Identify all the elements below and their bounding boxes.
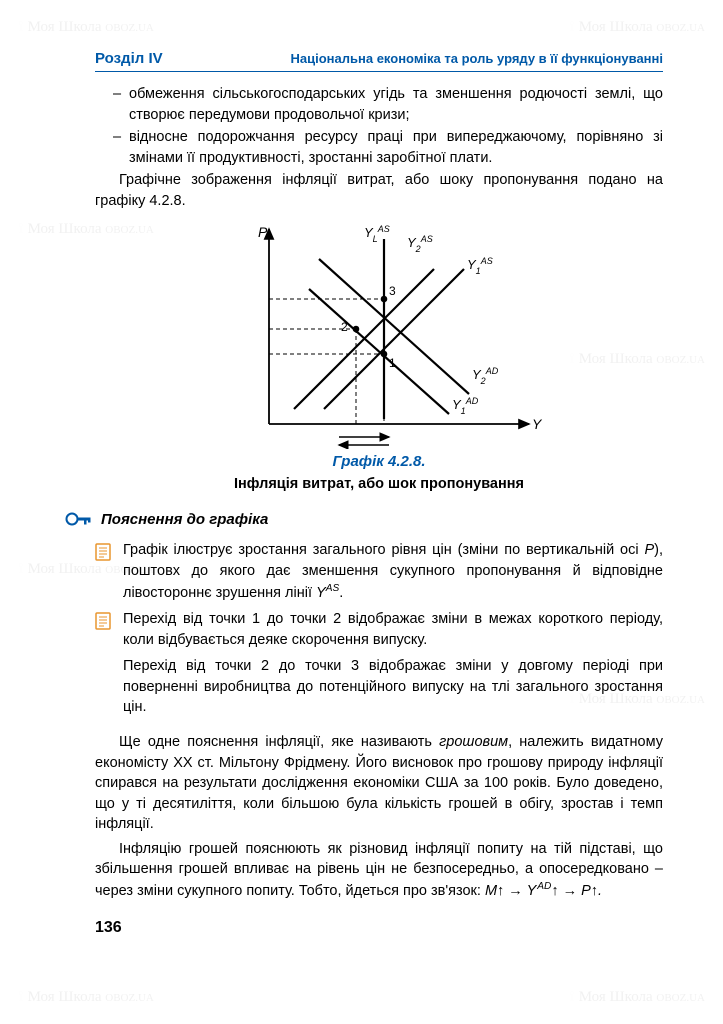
axis-label-y: Y	[532, 416, 543, 432]
svg-text:2: 2	[341, 320, 348, 334]
note-page-icon	[95, 543, 113, 561]
bullet-item: –обмеження сільськогосподарських угідь т…	[95, 84, 663, 125]
paragraph: Графічне зображення інфляції витрат, або…	[95, 170, 663, 211]
svg-text:1: 1	[389, 356, 396, 370]
note-page-icon	[95, 612, 113, 630]
svg-text:Y2AD: Y2AD	[472, 366, 499, 386]
chart-cost-push-inflation: P Y YLAS Y1AS Y2AS Y1AD Y2AD 1	[95, 219, 663, 449]
explanation-heading-row: Пояснення до графіка	[65, 508, 663, 530]
explanation-heading: Пояснення до графіка	[101, 511, 268, 528]
figure-caption: Графік 4.2.8.	[95, 453, 663, 470]
paragraph: Ще одне пояснення інфляції, яке називают…	[95, 732, 663, 835]
paragraph: Інфляцію грошей пояснюють як різновид ін…	[95, 839, 663, 902]
bullet-item: –відносне подорожчання ресурсу праці при…	[95, 127, 663, 168]
svg-text:YLAS: YLAS	[364, 224, 390, 244]
note-item: Перехід від точки 1 до точки 2 відобража…	[95, 609, 663, 650]
page-number: 136	[95, 919, 663, 937]
note-text: Графік ілюструє зростання загального рів…	[123, 540, 663, 603]
note-text: Перехід від точки 1 до точки 2 відобража…	[123, 609, 663, 650]
watermark: ⟟Моя Школа OBOZ.UA	[18, 988, 154, 1006]
svg-text:Y1AS: Y1AS	[467, 256, 493, 276]
svg-text:Y2AS: Y2AS	[407, 234, 433, 254]
svg-text:Y1AD: Y1AD	[452, 396, 479, 416]
page-header: Розділ IV Національна економіка та роль …	[95, 50, 663, 72]
note-item: Перехід від точки 2 до точки 3 відобража…	[95, 656, 663, 718]
key-icon	[65, 508, 91, 530]
svg-text:3: 3	[389, 284, 396, 298]
section-label: Розділ IV	[95, 50, 163, 67]
watermark: ⟟Моя Школа OBOZ.UA	[569, 988, 705, 1006]
header-title: Національна економіка та роль уряду в її…	[291, 51, 664, 66]
figure-title: Інфляція витрат, або шок пропонування	[95, 476, 663, 492]
note-item: Графік ілюструє зростання загального рів…	[95, 540, 663, 603]
note-text: Перехід від точки 2 до точки 3 відобража…	[123, 656, 663, 718]
axis-label-p: P	[258, 224, 268, 240]
